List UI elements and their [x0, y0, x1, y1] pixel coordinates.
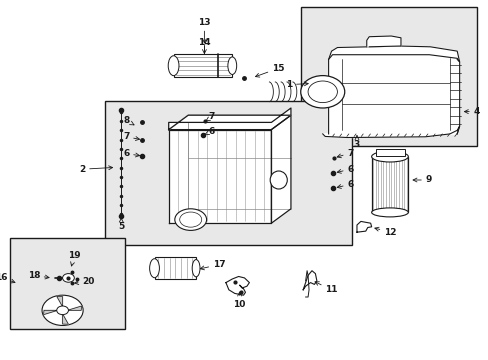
Ellipse shape — [180, 212, 201, 227]
Circle shape — [62, 274, 74, 282]
Text: 2: 2 — [79, 165, 112, 174]
Text: 6: 6 — [337, 165, 353, 174]
Circle shape — [57, 306, 68, 315]
Ellipse shape — [175, 209, 206, 230]
Polygon shape — [356, 221, 371, 232]
Polygon shape — [168, 108, 290, 130]
Text: 7: 7 — [123, 132, 139, 141]
Bar — [154, 257, 196, 279]
Ellipse shape — [227, 57, 236, 75]
Ellipse shape — [371, 151, 407, 162]
Polygon shape — [303, 271, 316, 290]
Text: 10: 10 — [233, 292, 245, 309]
Bar — [105, 101, 351, 245]
Text: 5: 5 — [118, 218, 124, 231]
Text: 6: 6 — [204, 127, 215, 136]
Bar — [371, 157, 407, 212]
Bar — [375, 149, 404, 156]
Text: 1: 1 — [285, 80, 307, 89]
Text: 20: 20 — [75, 277, 94, 286]
Polygon shape — [225, 276, 249, 295]
Polygon shape — [322, 126, 459, 138]
Polygon shape — [366, 36, 400, 47]
Text: 7: 7 — [205, 112, 215, 121]
Bar — [300, 7, 476, 146]
Polygon shape — [271, 115, 290, 223]
Polygon shape — [168, 130, 271, 223]
Text: 18: 18 — [27, 271, 49, 280]
Text: 19: 19 — [68, 251, 81, 266]
Text: 6: 6 — [123, 149, 139, 158]
Circle shape — [300, 76, 344, 108]
Polygon shape — [305, 271, 308, 297]
Text: 8: 8 — [123, 116, 134, 125]
Text: 12: 12 — [374, 227, 396, 237]
Polygon shape — [168, 115, 290, 130]
Text: 15: 15 — [255, 64, 284, 77]
Polygon shape — [57, 296, 62, 307]
Text: 17: 17 — [200, 260, 225, 270]
Polygon shape — [62, 314, 68, 324]
Ellipse shape — [168, 56, 179, 76]
Ellipse shape — [192, 260, 200, 277]
Text: 13: 13 — [198, 18, 210, 43]
Text: 3: 3 — [353, 136, 359, 149]
Polygon shape — [67, 306, 81, 310]
Polygon shape — [328, 46, 459, 62]
Ellipse shape — [371, 208, 407, 217]
Ellipse shape — [269, 171, 287, 189]
Polygon shape — [43, 310, 58, 315]
Circle shape — [42, 295, 83, 325]
Ellipse shape — [149, 259, 159, 278]
Text: 9: 9 — [412, 175, 431, 184]
Polygon shape — [328, 55, 459, 134]
Circle shape — [307, 81, 337, 103]
Bar — [173, 54, 232, 77]
Text: 7: 7 — [337, 149, 353, 158]
Text: 11: 11 — [314, 282, 337, 294]
Bar — [10, 238, 124, 329]
Text: 14: 14 — [198, 38, 210, 54]
Text: 6: 6 — [337, 180, 353, 189]
Text: 16: 16 — [0, 273, 15, 283]
Text: 4: 4 — [464, 107, 479, 116]
